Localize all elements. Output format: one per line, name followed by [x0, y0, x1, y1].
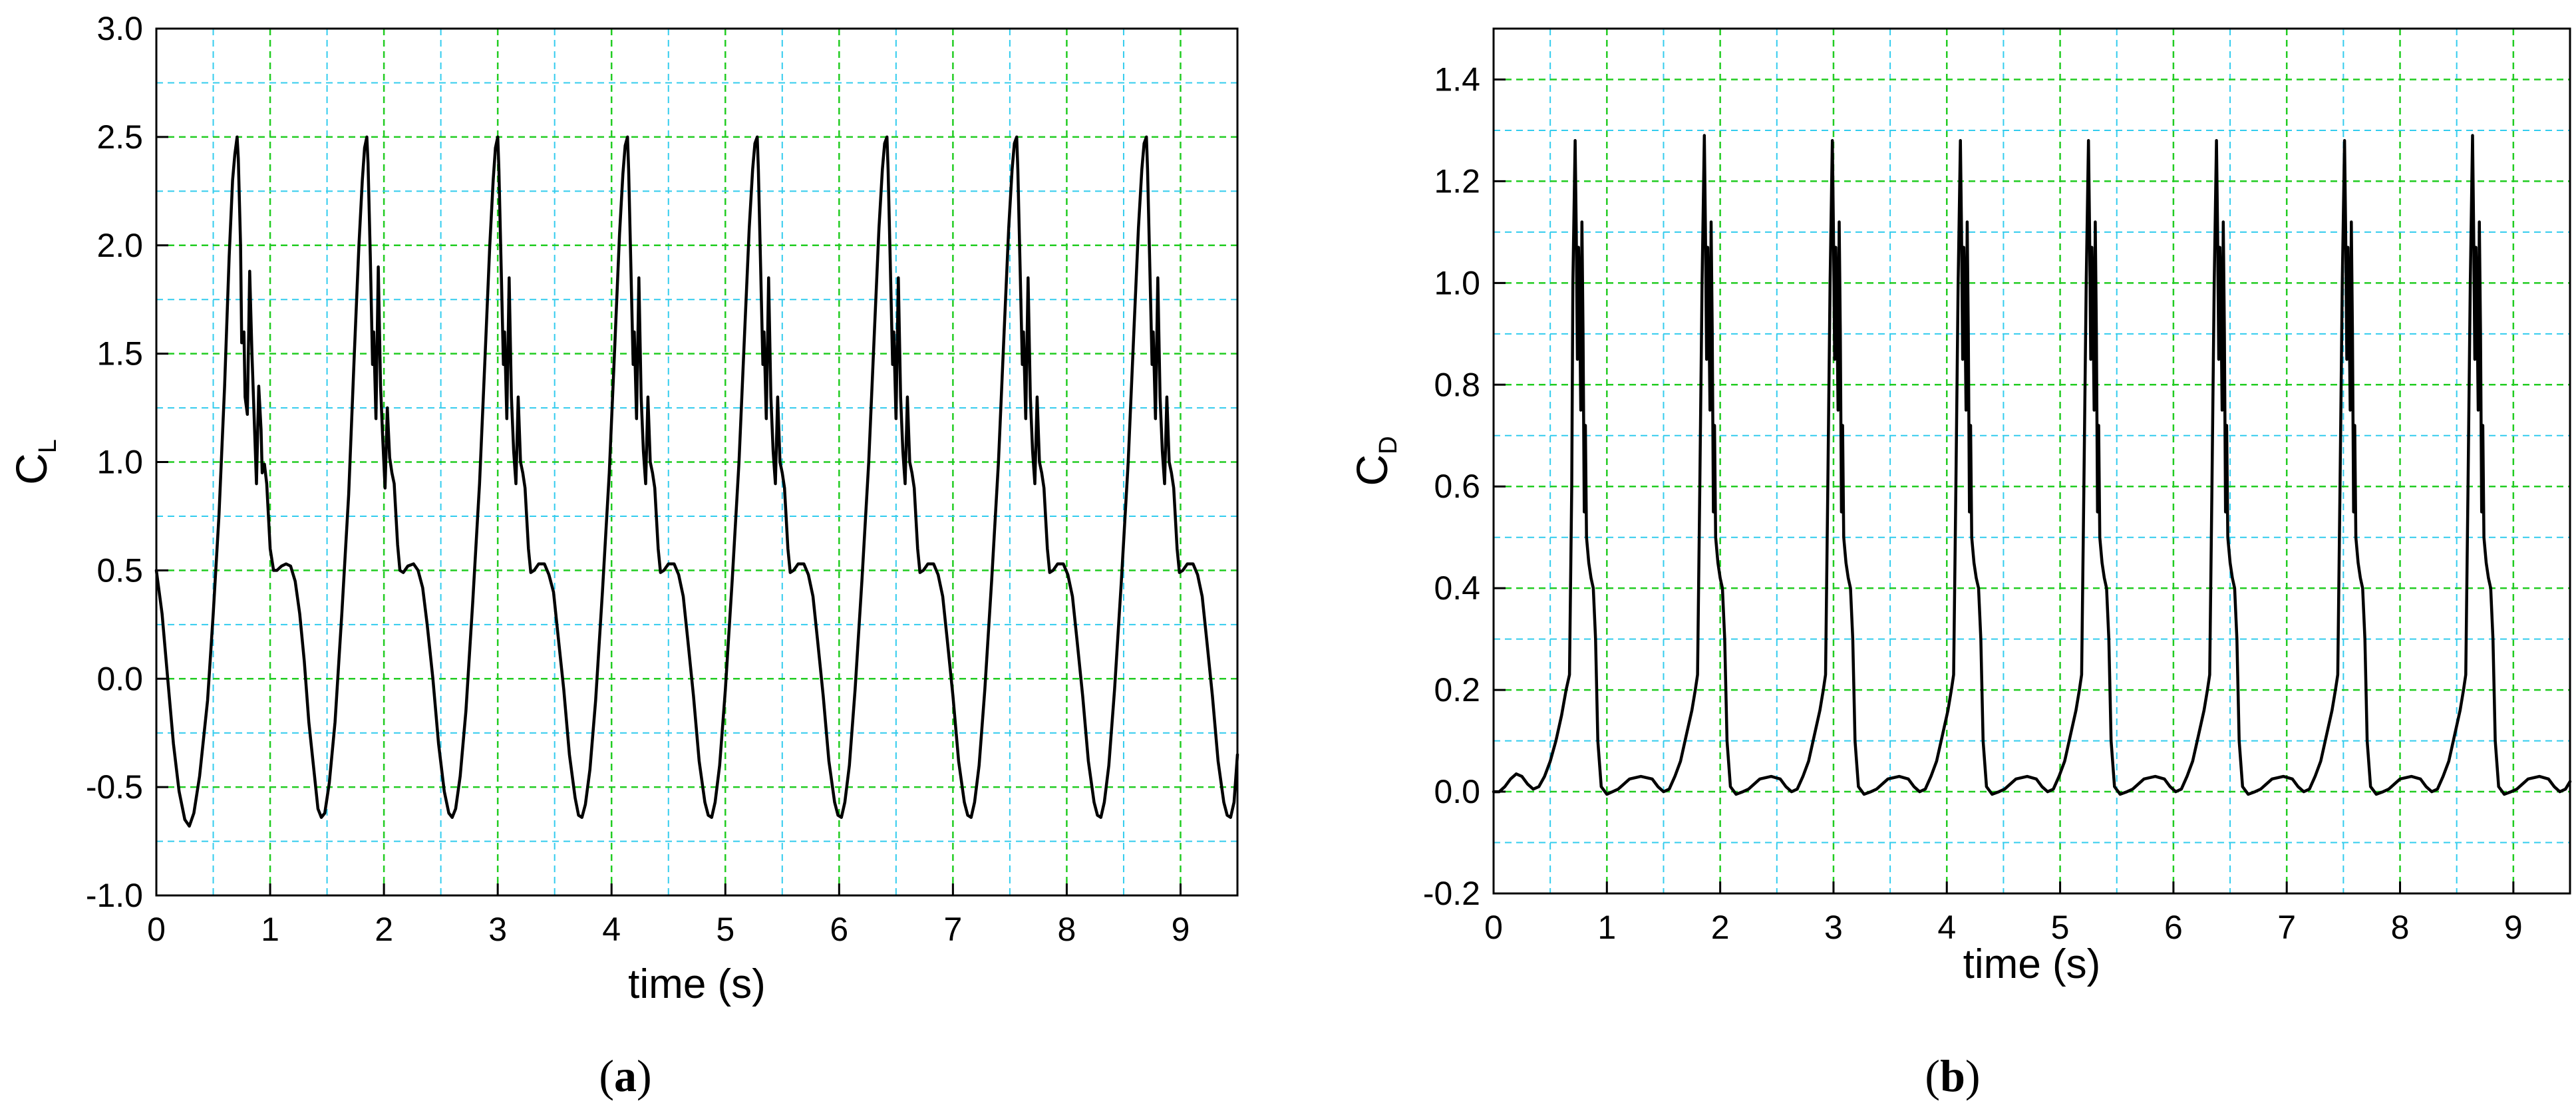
y-tick-label: -0.2	[1423, 875, 1480, 912]
x-tick-label: 0	[1484, 909, 1503, 946]
x-tick-label: 7	[2277, 909, 2296, 946]
y-axis-label: CL	[7, 439, 62, 485]
x-tick-labels: 0 1 2 3 4 5 6 7 8 9	[1484, 909, 2523, 946]
x-tick-label: 3	[488, 911, 507, 948]
panel-label-open: (	[1925, 1050, 1940, 1101]
y-tick-label: 0.0	[1434, 773, 1480, 810]
x-tick-label: 8	[1058, 911, 1076, 948]
grid	[1494, 29, 2570, 893]
x-axis-label: time (s)	[1963, 941, 2101, 987]
y-tick-label: 2.5	[96, 118, 143, 156]
x-tick-label: 9	[1172, 911, 1190, 948]
tick-marks	[1492, 78, 2515, 895]
y-tick-labels: -0.2 0.0 0.2 0.4 0.6 0.8 1.0 1.2 1.4	[1423, 61, 1480, 912]
x-tick-label: 3	[1824, 909, 1843, 946]
x-tick-label: 8	[2391, 909, 2410, 946]
y-tick-label: 0.8	[1434, 366, 1480, 403]
x-tick-label: 4	[1937, 909, 1956, 946]
y-tick-label: 1.5	[96, 335, 143, 373]
y-axis-label-main: C	[1347, 454, 1396, 486]
panel-label-a: (a)	[599, 1050, 651, 1101]
y-tick-label: -0.5	[86, 768, 143, 806]
panel-label-letter: b	[1940, 1050, 1965, 1101]
x-tick-label: 5	[2051, 909, 2070, 946]
x-axis-label: time (s)	[628, 961, 766, 1007]
y-tick-label: 1.0	[1434, 264, 1480, 301]
y-axis-label-subscript: D	[1374, 436, 1402, 454]
x-tick-label: 9	[2504, 909, 2523, 946]
y-tick-label: 0.6	[1434, 468, 1480, 505]
y-tick-label: 0.4	[1434, 569, 1480, 607]
series-line-group	[154, 135, 1239, 828]
x-tick-label: 2	[375, 911, 393, 948]
panel-label-b: (b)	[1925, 1050, 1980, 1101]
x-tick-label: 2	[1711, 909, 1730, 946]
x-tick-label: 1	[1597, 909, 1616, 946]
x-tick-label: 6	[2164, 909, 2183, 946]
x-tick-label: 5	[716, 911, 734, 948]
x-tick-label: 4	[602, 911, 621, 948]
y-tick-label: 2.0	[96, 227, 143, 264]
plot-frame	[1492, 27, 2571, 895]
chart-panel-a: 0 1 2 3 4 5 6 7 8 9 -1.0 -0.5 0.0 0.5 1.0 1.5 2.0 2.5 3.0…	[7, 10, 1239, 1101]
y-tick-label: -1.0	[86, 877, 143, 914]
y-tick-label: 0.2	[1434, 671, 1480, 709]
series-line	[1492, 134, 2572, 796]
y-tick-label: 1.4	[1434, 61, 1480, 98]
y-tick-label: 1.2	[1434, 162, 1480, 200]
x-tick-labels: 0 1 2 3 4 5 6 7 8 9	[147, 911, 1190, 948]
series-line-group	[1492, 134, 2572, 796]
tick-marks	[155, 27, 1182, 897]
panel-label-open: (	[599, 1050, 614, 1101]
y-tick-label: 0.5	[96, 552, 143, 589]
x-tick-label: 7	[943, 911, 962, 948]
y-tick-labels: -1.0 -0.5 0.0 0.5 1.0 1.5 2.0 2.5 3.0	[86, 10, 143, 914]
x-tick-label: 6	[830, 911, 848, 948]
y-axis-label: CD	[1347, 436, 1402, 486]
y-axis-label-subscript: L	[34, 439, 62, 453]
y-tick-label: 1.0	[96, 444, 143, 481]
grid	[156, 29, 1237, 895]
y-axis-label-main: C	[7, 453, 56, 485]
y-tick-label: 3.0	[96, 10, 143, 47]
panel-label-letter: a	[614, 1050, 637, 1101]
x-tick-label: 0	[147, 911, 166, 948]
panel-label-close: )	[1965, 1050, 1981, 1101]
plot-area	[1494, 29, 2570, 893]
panel-label-close: )	[637, 1050, 652, 1101]
y-tick-label: 0.0	[96, 660, 143, 697]
x-tick-label: 1	[261, 911, 279, 948]
series-line	[154, 135, 1239, 828]
